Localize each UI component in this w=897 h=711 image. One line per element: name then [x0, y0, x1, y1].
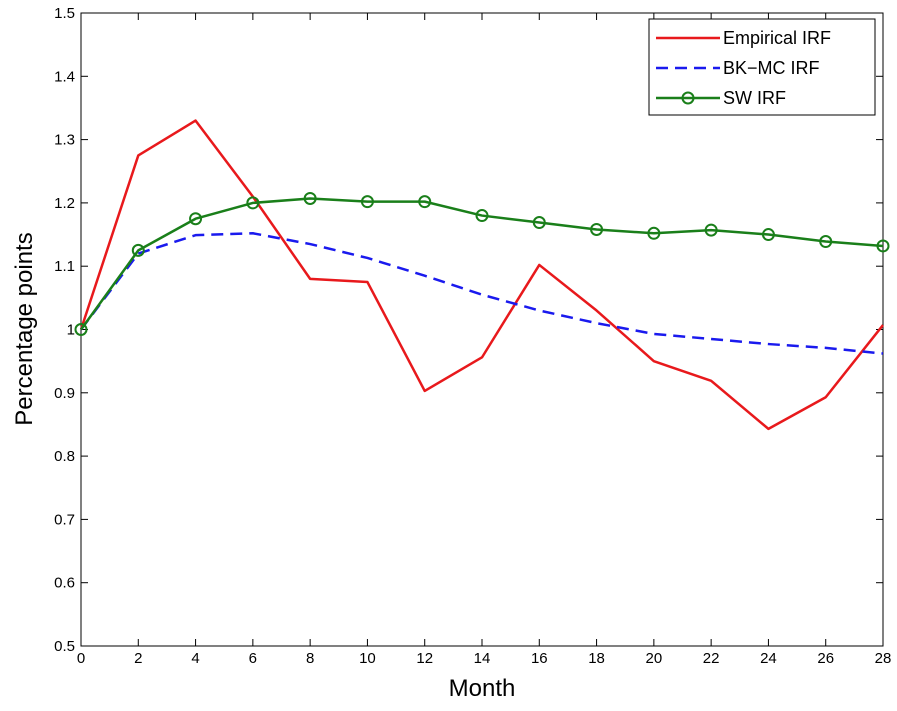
data-point [418, 195, 432, 209]
data-point [819, 235, 833, 249]
x-tick-label: 26 [817, 650, 834, 667]
x-tick-label: 24 [760, 650, 777, 667]
x-tick-label: 10 [359, 650, 376, 667]
x-tick-label: 20 [646, 650, 663, 667]
x-axis-title: Month [449, 675, 516, 702]
x-tick-label: 2 [134, 650, 142, 667]
data-point [876, 239, 890, 253]
axis-ticks: 0 2 4 6 8 10 12 14 16 18 20 22 24 26 280.50.60.70.80.9… [54, 5, 891, 667]
series-layer [74, 119, 890, 431]
x-tick-label: 6 [249, 650, 257, 667]
y-tick-label: 1.5 [54, 5, 75, 22]
y-axis-title: Percentage points [11, 232, 38, 425]
data-point [74, 323, 88, 336]
data-point [761, 228, 775, 242]
data-point [303, 191, 317, 205]
series-line-1 [79, 119, 884, 431]
x-tick-label: 14 [474, 650, 491, 667]
y-tick-label: 0.5 [54, 638, 75, 655]
y-tick-label: 1.1 [54, 258, 75, 275]
legend: Empirical IRF BK−MC IRF SW IRF [648, 18, 876, 116]
y-tick-label: 1.3 [54, 132, 75, 149]
legend-label: BK−MC IRF [723, 58, 820, 78]
y-tick-label: 1.4 [54, 68, 75, 85]
y-tick-label: 1 [67, 322, 75, 339]
data-point [647, 226, 661, 240]
series-line-3 [79, 197, 884, 331]
plot-area [80, 12, 884, 647]
x-tick-label: 0 [77, 650, 85, 667]
legend-label: Empirical IRF [723, 28, 831, 48]
x-tick-label: 16 [531, 650, 548, 667]
x-tick-label: 8 [306, 650, 314, 667]
x-tick-label: 4 [191, 650, 199, 667]
data-point [590, 222, 604, 236]
x-tick-label: 28 [875, 650, 892, 667]
series-line-2 [80, 232, 884, 355]
x-tick-label: 22 [703, 650, 720, 667]
data-point [475, 209, 489, 223]
x-tick-label: 12 [416, 650, 433, 667]
data-point [189, 212, 203, 226]
y-tick-label: 0.9 [54, 385, 75, 402]
y-tick-label: 0.6 [54, 575, 75, 592]
y-tick-label: 1.2 [54, 195, 75, 212]
data-point [246, 196, 260, 210]
data-point [360, 195, 374, 209]
data-point [532, 216, 546, 230]
x-tick-label: 18 [588, 650, 605, 667]
data-point [704, 223, 718, 237]
legend-marker [681, 91, 695, 105]
data-point [131, 243, 145, 257]
y-tick-label: 0.7 [54, 511, 75, 528]
y-tick-label: 0.8 [54, 448, 75, 465]
legend-label: SW IRF [723, 88, 786, 108]
